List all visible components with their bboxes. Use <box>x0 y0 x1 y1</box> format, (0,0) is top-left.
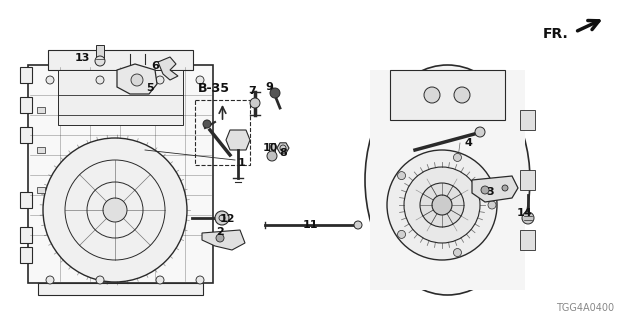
Circle shape <box>216 234 224 242</box>
Circle shape <box>397 230 406 238</box>
Circle shape <box>397 172 406 180</box>
Ellipse shape <box>365 65 530 295</box>
Text: 3: 3 <box>486 187 494 197</box>
Bar <box>48 50 193 70</box>
Circle shape <box>502 185 508 191</box>
Bar <box>37 187 45 193</box>
Bar <box>20 67 32 83</box>
Circle shape <box>424 87 440 103</box>
Text: TGG4A0400: TGG4A0400 <box>556 303 614 313</box>
Circle shape <box>156 276 164 284</box>
Text: 14: 14 <box>516 208 532 218</box>
Bar <box>195 100 250 165</box>
Bar <box>37 147 45 153</box>
Bar <box>20 192 32 208</box>
Circle shape <box>454 87 470 103</box>
Bar <box>520 110 535 130</box>
Polygon shape <box>158 57 178 80</box>
Text: 7: 7 <box>248 86 256 96</box>
Text: 2: 2 <box>216 227 224 237</box>
Circle shape <box>522 212 534 224</box>
Circle shape <box>387 150 497 260</box>
Polygon shape <box>117 64 157 94</box>
Circle shape <box>46 76 54 84</box>
Circle shape <box>404 167 480 243</box>
Circle shape <box>196 276 204 284</box>
Bar <box>370 70 525 290</box>
Text: 9: 9 <box>265 82 273 92</box>
Text: 12: 12 <box>220 214 235 224</box>
Bar <box>58 70 183 125</box>
Circle shape <box>354 221 362 229</box>
Circle shape <box>454 249 461 257</box>
Circle shape <box>488 201 496 209</box>
Bar <box>20 97 32 113</box>
Polygon shape <box>202 230 245 250</box>
Bar <box>269 143 275 153</box>
Circle shape <box>196 76 204 84</box>
Text: 4: 4 <box>464 138 472 148</box>
Polygon shape <box>472 176 518 202</box>
Circle shape <box>46 276 54 284</box>
Text: FR.: FR. <box>542 27 568 41</box>
Circle shape <box>250 98 260 108</box>
Text: 13: 13 <box>74 53 90 63</box>
Circle shape <box>96 76 104 84</box>
Circle shape <box>475 127 485 137</box>
Bar <box>20 247 32 263</box>
Text: 11: 11 <box>302 220 317 230</box>
Bar <box>37 107 45 113</box>
Bar <box>20 227 32 243</box>
Circle shape <box>131 74 143 86</box>
Circle shape <box>156 76 164 84</box>
Circle shape <box>432 195 452 215</box>
Circle shape <box>95 56 105 66</box>
Circle shape <box>203 120 211 128</box>
Text: 5: 5 <box>146 83 154 93</box>
Bar <box>20 127 32 143</box>
Text: 8: 8 <box>279 148 287 158</box>
Bar <box>28 65 213 283</box>
Circle shape <box>270 88 280 98</box>
Polygon shape <box>277 143 289 153</box>
Text: B-35: B-35 <box>198 82 230 95</box>
Text: 10: 10 <box>262 143 278 153</box>
Circle shape <box>215 211 229 225</box>
Bar <box>390 70 505 120</box>
Text: 1: 1 <box>238 158 246 168</box>
Circle shape <box>267 151 277 161</box>
Circle shape <box>481 186 489 194</box>
Polygon shape <box>226 130 250 150</box>
Circle shape <box>103 198 127 222</box>
Circle shape <box>96 276 104 284</box>
Text: 6: 6 <box>151 61 159 71</box>
Bar <box>520 170 535 190</box>
Circle shape <box>43 138 187 282</box>
Circle shape <box>420 183 464 227</box>
Bar <box>520 230 535 250</box>
Bar <box>96 45 104 59</box>
Circle shape <box>454 154 461 162</box>
Bar <box>38 283 203 295</box>
